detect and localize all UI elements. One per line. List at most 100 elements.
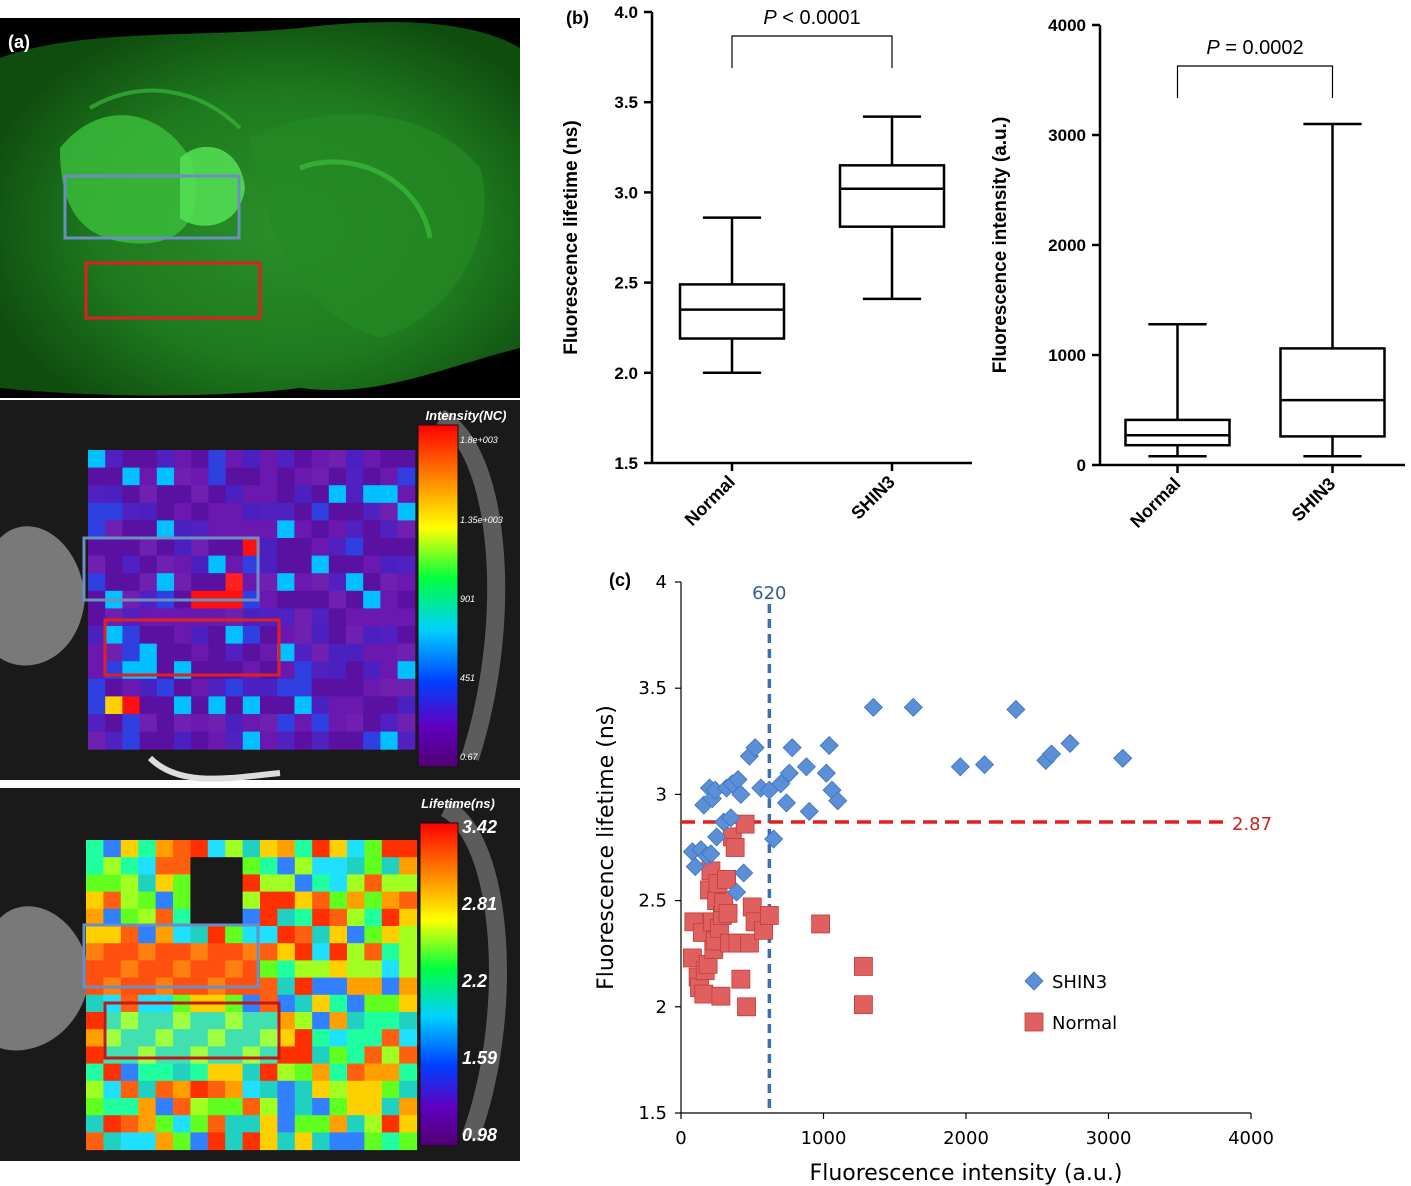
heatmap-cell [399,1080,418,1099]
heatmap-cell [381,1063,400,1082]
heatmap-cell [311,731,330,750]
heatmap-cell [346,450,364,469]
legend-label-shin3: SHIN3 [1052,972,1107,993]
heatmap-cell [260,467,278,486]
point-shin3 [727,882,747,902]
heatmap-cell [88,573,106,592]
heatmap-cell [105,678,123,697]
heatmap-cell [122,661,141,680]
heatmap-cell [86,1012,104,1030]
heatmap-cell [347,1029,365,1047]
heatmap-cell [381,926,400,944]
heatmap-cell [277,926,296,944]
y-tick-label: 3.0 [614,183,638,202]
heatmap-cell [328,643,347,662]
heatmap-cell [174,714,192,733]
heatmap-cell [277,994,296,1013]
point-shin3 [863,697,883,717]
y-axis-label: Fluorescence intensity (a.u.) [990,117,1011,374]
heatmap-cell [329,840,348,858]
point-normal [811,914,831,934]
heatmap-cell [156,714,175,733]
heatmap-cell [191,450,209,469]
heatmap-cell [294,1080,313,1099]
heatmap-cell [208,626,227,645]
y-tick-label: 2.5 [614,274,638,293]
heatmap-cell [311,450,330,469]
heatmap-cell [242,1063,261,1082]
heatmap-cell [86,840,104,858]
heatmap-cell [207,926,226,944]
heatmap-cell [381,840,400,858]
heatmap-cell [277,1115,296,1133]
heatmap-cell [381,908,400,927]
heatmap-cell [346,555,364,574]
heatmap-cell [103,1098,122,1116]
heatmap-cell [225,1012,244,1030]
heatmap-cell [174,555,192,574]
heatmap-cell [294,977,313,996]
heatmap-cell [311,678,330,697]
heatmap-cell [225,1098,244,1116]
heatmap-cell [190,1098,209,1116]
heatmap-cell [242,1029,261,1047]
heatmap-cell [191,467,209,486]
heatmap-cell [260,908,278,927]
heatmap-cell [173,1080,191,1099]
heatmap-cell [364,908,383,927]
heatmap-cell [363,450,381,469]
heatmap-cell [363,538,381,557]
heatmap-cell [174,520,192,539]
heatmap-cell [381,1080,400,1099]
heatmap-cell [399,1098,418,1116]
heatmap-cell [381,1098,400,1116]
heatmap-cell [380,555,399,574]
heatmap-cell [207,1063,226,1082]
heatmap-cell [225,1132,244,1151]
heatmap-cell [191,696,209,715]
series-normal [683,814,873,1017]
heatmap-cell [138,874,157,893]
heatmap-cell [190,1132,209,1151]
heatmap-cell [294,960,313,979]
heatmap-cell [381,1012,400,1030]
heatmap-cell [277,1098,296,1116]
heatmap-cell [88,661,106,680]
heatmap-cell [190,1029,209,1047]
lifetime-colorbar [419,822,459,1147]
heatmap-cell [225,926,244,944]
heatmap-cell [260,1080,278,1099]
point-normal [731,969,751,989]
box-iqr [1279,347,1386,438]
point-shin3 [779,763,799,783]
heatmap-cell [346,626,364,645]
heatmap-cell [174,538,192,557]
heatmap-cell [294,908,313,927]
heatmap-cell [120,960,139,979]
heatmap-cell [363,573,381,592]
heatmap-cell [155,1098,174,1116]
heatmap-cell [312,1080,331,1099]
heatmap-cell [174,678,192,697]
heatmap-cell [260,874,278,893]
heatmap-cell [381,891,400,910]
x-tick-label: SHIN3 [1288,474,1340,526]
heatmap-cell [156,731,175,750]
heatmap-cell [122,714,141,733]
point-normal [725,838,745,857]
heatmap-cell [225,467,244,486]
heatmap-cell [190,840,209,858]
point-normal [854,957,873,976]
point-shin3 [799,801,819,821]
x-tick-label: 3000 [1086,1128,1132,1149]
heatmap-cell [225,960,244,979]
heatmap-cell [88,538,106,557]
heatmap-cell [381,1132,400,1151]
heatmap-cell [88,485,106,504]
heatmap-cell [138,1012,157,1030]
y-tick-label: 4000 [1048,16,1086,35]
heatmap-cell [260,960,278,979]
heatmap-cell [312,943,331,961]
heatmap-cell [88,678,106,697]
x-tick-label: Normal [681,472,739,530]
